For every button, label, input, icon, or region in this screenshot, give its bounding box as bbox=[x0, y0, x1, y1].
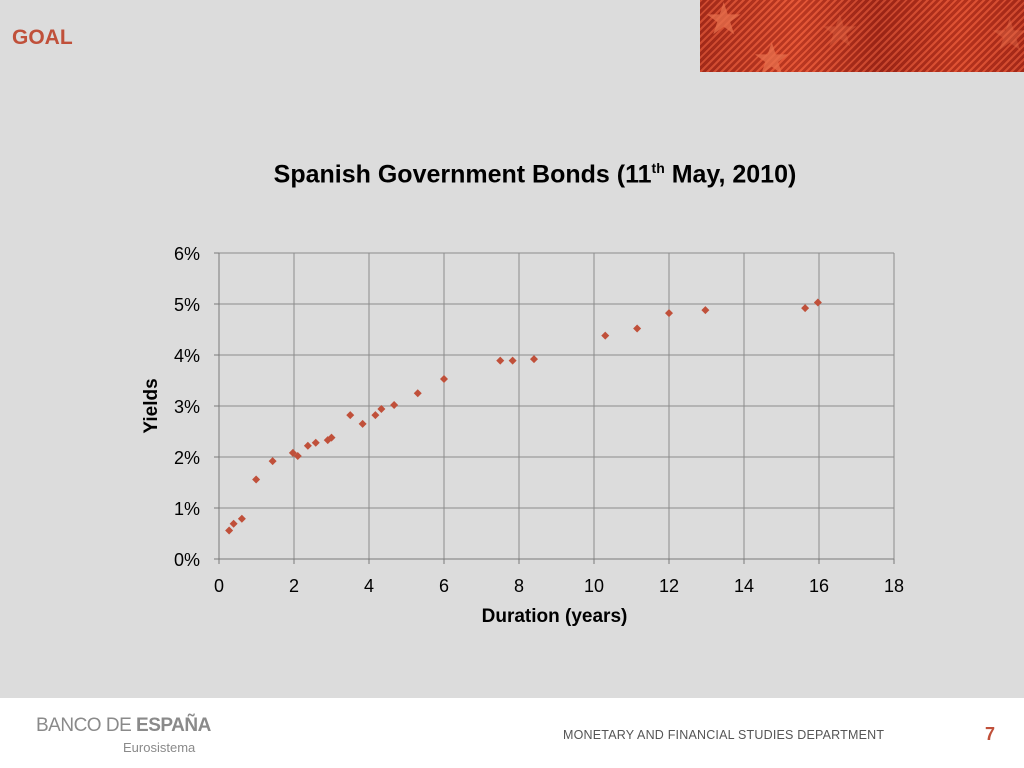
x-tick-label: 0 bbox=[214, 576, 224, 596]
data-point bbox=[268, 457, 277, 466]
bank-logo: BANCO DE ESPAÑA bbox=[36, 715, 211, 737]
x-tick-label: 4 bbox=[364, 576, 374, 596]
data-point bbox=[237, 514, 246, 523]
data-point bbox=[303, 441, 312, 450]
data-point bbox=[377, 405, 386, 414]
data-point bbox=[601, 331, 610, 340]
data-point bbox=[496, 356, 505, 365]
data-point bbox=[440, 374, 448, 383]
data-point bbox=[229, 519, 238, 528]
chart-title-rest: May, 2010) bbox=[664, 160, 797, 189]
data-point bbox=[413, 389, 422, 398]
footer: BANCO DE ESPAÑA Eurosistema MONETARY AND… bbox=[0, 698, 1024, 768]
bank-logo-bold: ESPAÑA bbox=[136, 715, 211, 736]
data-point bbox=[346, 411, 355, 420]
y-tick-label: 4% bbox=[174, 346, 200, 366]
x-tick-label: 12 bbox=[659, 576, 679, 596]
header-banner-image: ★ ★ ★ ★ bbox=[700, 0, 1024, 72]
department-name: MONETARY AND FINANCIAL STUDIES DEPARTMEN… bbox=[563, 728, 885, 742]
data-point bbox=[508, 356, 517, 365]
y-tick-label: 5% bbox=[174, 295, 200, 315]
data-point bbox=[327, 433, 336, 442]
x-tick-label: 6 bbox=[439, 576, 449, 596]
y-tick-label: 1% bbox=[174, 499, 200, 519]
x-tick-label: 16 bbox=[809, 576, 829, 596]
slide-title: GOAL bbox=[12, 26, 73, 49]
data-point bbox=[252, 475, 261, 484]
x-axis-title: Duration (years) bbox=[482, 606, 628, 627]
data-point bbox=[530, 355, 538, 364]
bank-logo-light: BANCO DE bbox=[36, 715, 137, 736]
page-number: 7 bbox=[985, 724, 996, 744]
x-tick-label: 18 bbox=[884, 576, 904, 596]
star-icon: ★ bbox=[820, 7, 860, 56]
x-tick-label: 10 bbox=[584, 576, 604, 596]
x-tick-label: 2 bbox=[289, 576, 299, 596]
data-point bbox=[358, 419, 367, 428]
data-point bbox=[293, 451, 302, 460]
chart-title: Spanish Government Bonds (11th May, 2010… bbox=[0, 160, 1024, 189]
y-tick-label: 3% bbox=[174, 397, 200, 417]
data-point bbox=[801, 304, 810, 313]
data-point bbox=[633, 324, 642, 333]
data-point bbox=[371, 411, 380, 420]
data-point bbox=[813, 298, 822, 307]
y-tick-label: 0% bbox=[174, 550, 200, 570]
data-point bbox=[701, 306, 710, 315]
y-axis-title: Yields bbox=[141, 378, 162, 433]
chart-title-superscript: th bbox=[651, 160, 665, 176]
bank-logo-subtitle: Eurosistema bbox=[123, 740, 196, 755]
star-icon: ★ bbox=[990, 11, 1024, 60]
data-point bbox=[311, 438, 320, 447]
y-tick-label: 6% bbox=[174, 244, 200, 264]
x-tick-label: 8 bbox=[514, 576, 524, 596]
data-point bbox=[225, 526, 234, 535]
data-point bbox=[390, 400, 399, 409]
star-icon: ★ bbox=[704, 0, 744, 44]
scatter-chart: 0 2 4 6 8 10 12 14 16 18 0% 1% 2% 3% 4% 5% 6% Duration (y… bbox=[141, 244, 904, 627]
star-icon: ★ bbox=[752, 35, 792, 73]
y-tick-label: 2% bbox=[174, 448, 200, 468]
x-tick-label: 14 bbox=[734, 576, 754, 596]
data-point bbox=[665, 309, 673, 318]
chart-title-main: Spanish Government Bonds (11 bbox=[273, 160, 652, 189]
